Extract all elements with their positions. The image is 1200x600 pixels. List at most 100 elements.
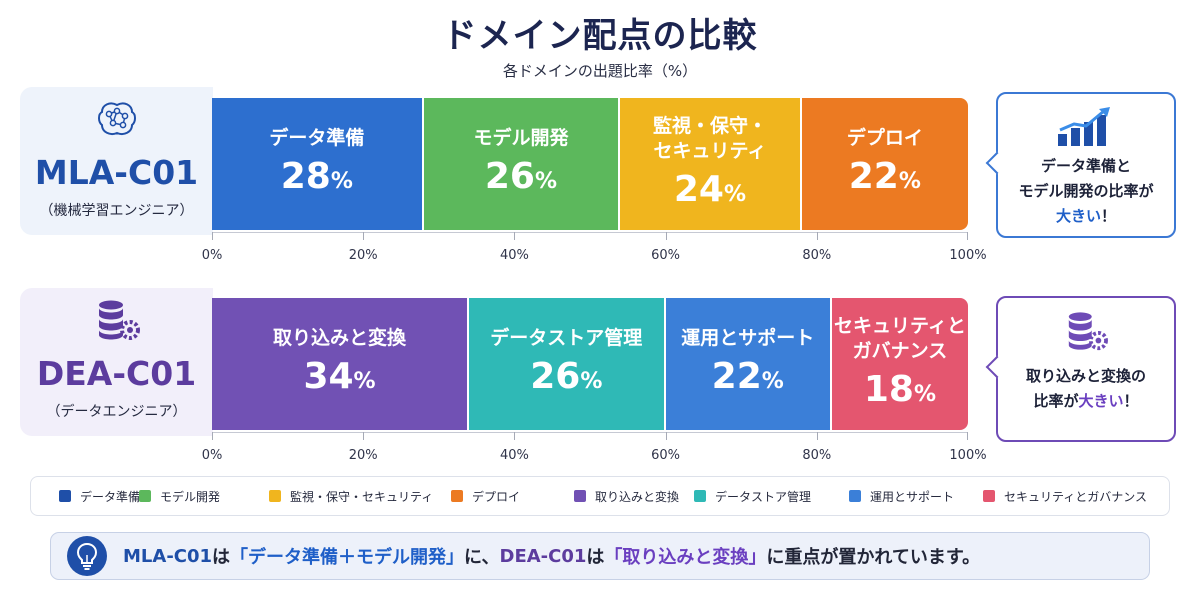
percent-sign: % xyxy=(534,169,558,194)
page-subtitle: 各ドメインの出題比率（%） xyxy=(502,62,698,80)
page-title: ドメイン配点の比較 xyxy=(442,16,758,56)
segment-value-number: 26 xyxy=(530,356,581,397)
percent-sign: % xyxy=(580,369,603,394)
bar-segment: データストア管理 26% xyxy=(469,298,666,430)
legend-label: セキュリティとガバナンス xyxy=(1004,489,1148,504)
exam-card-mla: MLA-C01 （機械学習エンジニア） xyxy=(20,87,213,235)
percent-sign: % xyxy=(913,381,937,407)
segment-label: 運用とサポート xyxy=(681,327,815,349)
segment-label: データストア管理 xyxy=(490,327,643,349)
stacked-bar-dea: 取り込みと変換 34% データストア管理 26% 運用とサポート 22% セキュリティと ガ… xyxy=(212,298,968,430)
segment-value: 18% xyxy=(863,368,937,415)
segment-label: デプロイ xyxy=(846,127,923,149)
axis-tick xyxy=(967,432,968,440)
legend-item: 運用とサポート xyxy=(849,488,954,505)
summary-focus-mla: 「データ準備＋モデル開発」 xyxy=(230,547,465,568)
legend-swatch xyxy=(451,490,463,502)
summary-exam-mla: MLA-C01 xyxy=(123,545,213,567)
callout-emphasis: 大きい xyxy=(1055,207,1101,225)
tick-label: 40% xyxy=(499,448,529,463)
callout-text-mla: データ準備と モデル開発の比率が 大きい！ xyxy=(998,154,1174,229)
summary-part: は xyxy=(212,547,231,568)
bar-segment: モデル開発 26% xyxy=(423,98,621,230)
callout-punct: ！ xyxy=(1101,207,1117,225)
segment-value-number: 24 xyxy=(673,168,724,210)
percent-sign: % xyxy=(353,369,376,394)
database-gear-icon xyxy=(998,310,1174,352)
database-gear-icon xyxy=(20,298,213,342)
legend-label: 運用とサポート xyxy=(870,489,955,504)
callout-line: データ準備と xyxy=(1040,157,1131,175)
segment-label: データ準備 xyxy=(269,127,365,149)
axis-line xyxy=(212,232,968,233)
callout-text-dea: 取り込みと変換の 比率が大きい！ xyxy=(998,364,1174,414)
segment-value: 24% xyxy=(673,168,747,215)
segment-value-number: 18 xyxy=(863,368,914,410)
bar-segment: デプロイ 22% xyxy=(801,98,968,230)
callout-dea: 取り込みと変換の 比率が大きい！ xyxy=(985,296,1176,442)
callout-line: 大きい！ xyxy=(998,204,1174,229)
legend-swatch xyxy=(694,490,706,502)
legend-item: モデル開発 xyxy=(139,488,220,505)
percent-sign: % xyxy=(723,181,747,207)
tick-label: 80% xyxy=(802,248,832,263)
axis-line xyxy=(212,432,968,433)
legend-label: モデル開発 xyxy=(160,489,221,504)
x-axis-dea: 0% 20% 40% 60% 80% 100% xyxy=(202,432,987,468)
legend-swatch xyxy=(574,490,586,502)
summary-part: に重点が置かれています。 xyxy=(766,547,981,568)
x-axis-mla: 0% 20% 40% 60% 80% 100% xyxy=(202,232,987,268)
lightbulb-icon xyxy=(67,536,107,576)
exam-role-dea: （データエンジニア） xyxy=(46,404,187,420)
tick-label: 40% xyxy=(499,248,529,263)
callout-line: モデル開発の比率が xyxy=(1018,182,1154,200)
segment-value: 22% xyxy=(712,357,784,402)
summary-exam-dea: DEA-C01 xyxy=(499,545,587,567)
legend-item: デプロイ xyxy=(451,488,520,505)
legend-item: 監視・保守・セキュリティ xyxy=(269,488,433,505)
bar-segment: 取り込みと変換 34% xyxy=(212,298,470,430)
legend-label: デプロイ xyxy=(472,489,521,504)
legend-swatch xyxy=(269,490,281,502)
legend-item: データ準備 xyxy=(59,488,140,505)
legend-label: 取り込みと変換 xyxy=(595,489,680,504)
segment-value: 28% xyxy=(281,157,353,202)
segment-value: 26% xyxy=(530,357,602,402)
summary-focus-dea: 「取り込みと変換」 xyxy=(604,547,767,568)
tick-label: 100% xyxy=(949,448,987,463)
axis-tick xyxy=(514,432,516,440)
segment-value-number: 26 xyxy=(484,156,535,197)
axis-tick xyxy=(816,432,818,440)
summary-part: に、 xyxy=(464,547,500,568)
segment-label: セキュリティと ガバナンス xyxy=(834,314,966,362)
bar-segment: データ準備 28% xyxy=(212,98,424,230)
tick-label: 80% xyxy=(802,448,832,463)
legend-item: セキュリティとガバナンス xyxy=(983,488,1147,505)
legend-swatch xyxy=(59,490,71,502)
segment-value: 22% xyxy=(849,157,921,202)
bar-segment: 運用とサポート 22% xyxy=(665,298,832,430)
axis-tick xyxy=(514,232,516,240)
percent-sign: % xyxy=(761,369,784,394)
callout-punct: ！ xyxy=(1123,392,1139,410)
tick-label: 20% xyxy=(348,248,378,263)
exam-card-dea: DEA-C01 （データエンジニア） xyxy=(20,288,213,436)
legend-label: 監視・保守・セキュリティ xyxy=(290,489,434,504)
tick-label: 100% xyxy=(949,248,987,263)
summary-text: MLA-C01 は「データ準備＋モデル開発」 に、 DEA-C01 は「取り込みと変換」… xyxy=(123,533,980,579)
bar-segment: 監視・保守・ セキュリティ 24% xyxy=(620,98,802,230)
axis-tick xyxy=(665,432,667,440)
segment-label: モデル開発 xyxy=(473,127,569,149)
segment-value-number: 28 xyxy=(280,156,331,197)
growth-chart-icon xyxy=(998,106,1174,148)
callout-mla: データ準備と モデル開発の比率が 大きい！ xyxy=(985,92,1176,238)
legend-swatch xyxy=(983,490,995,502)
tick-label: 60% xyxy=(651,448,681,463)
segment-value: 34% xyxy=(303,357,375,402)
axis-tick xyxy=(212,432,213,440)
legend-item: データストア管理 xyxy=(694,488,811,505)
exam-role-mla: （機械学習エンジニア） xyxy=(39,203,194,219)
legend-item: 取り込みと変換 xyxy=(574,488,679,505)
callout-text-part: 比率が xyxy=(1033,392,1079,410)
legend-label: データストア管理 xyxy=(715,489,812,504)
